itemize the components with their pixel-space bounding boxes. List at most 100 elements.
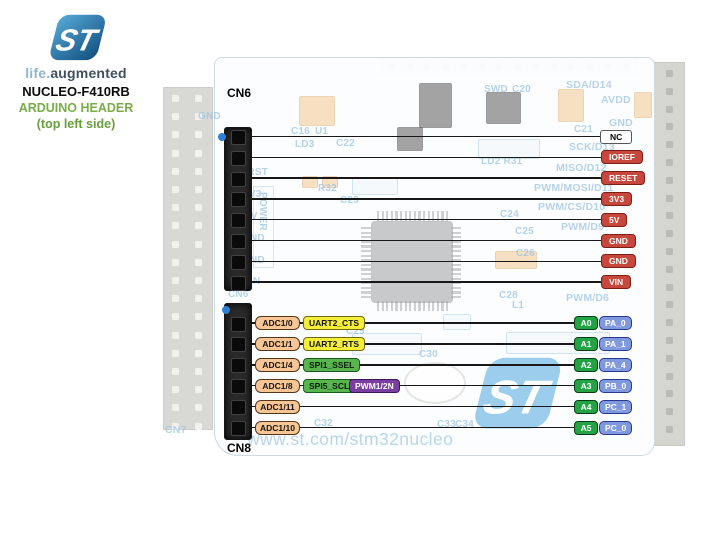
header-hole — [172, 404, 179, 412]
header-hole — [666, 212, 673, 220]
pin-label-a4: A4 — [574, 399, 598, 414]
header-hole — [172, 167, 179, 175]
pin-label-pwm1-2n: PWM1/2N — [349, 378, 400, 393]
header-hole — [666, 87, 673, 95]
mcu-pin — [395, 301, 398, 311]
mcu-pin — [361, 227, 371, 230]
mcu-pin — [451, 259, 461, 262]
header-hole — [172, 422, 179, 430]
mcu-pin — [436, 211, 439, 221]
silkscreen-text: MISO/D12 — [556, 162, 607, 174]
mcu-pin — [377, 301, 380, 311]
connector-pin — [230, 379, 246, 395]
mcu-pin — [361, 245, 371, 248]
cn6-label: CN6 — [227, 86, 252, 100]
pin-label-5v: 5V — [601, 212, 628, 227]
silkscreen-text: GND — [242, 233, 265, 244]
header-hole — [172, 186, 179, 193]
pin-wire — [238, 343, 576, 345]
pin-wire — [238, 384, 576, 387]
pin-label-vin: VIN — [601, 275, 632, 290]
pin-label-adc1-11: ADC1/11 — [255, 399, 300, 414]
component-ghost — [397, 127, 423, 151]
mcu-pin — [446, 301, 449, 311]
connector-pin — [230, 213, 246, 229]
mcu-pin — [361, 250, 371, 253]
capacitor-ghost — [558, 89, 584, 122]
mcu-pin — [451, 286, 461, 289]
pin-label-a0: A0 — [574, 316, 598, 330]
pin1-marker-dot-cn6 — [218, 133, 226, 141]
connector-pin — [230, 275, 246, 291]
silkscreen-text: LD3 — [295, 139, 315, 150]
mcu-pin — [451, 291, 461, 294]
header-hole — [195, 240, 202, 248]
header-hole — [172, 331, 179, 339]
header-hole — [172, 313, 179, 321]
mcu-pin — [361, 291, 371, 294]
mcu-pin — [361, 277, 371, 280]
header-hole — [195, 313, 202, 321]
pin-wire — [238, 364, 576, 366]
mcu-pin — [361, 268, 371, 271]
mcu-pin — [361, 296, 371, 299]
silkscreen-text: L1 — [512, 300, 525, 311]
mcu-pin — [451, 282, 461, 285]
mcu-pin — [423, 211, 426, 221]
header-hole — [195, 349, 202, 357]
header-hole — [172, 386, 179, 394]
button-ghost — [404, 362, 466, 404]
silkscreen-text: R32 — [318, 183, 337, 194]
pin-wire — [238, 135, 601, 138]
mcu-pin — [400, 211, 403, 221]
mcu-pin — [404, 211, 407, 221]
header-hole — [195, 386, 202, 394]
mcu-pin — [451, 254, 461, 257]
mcu-pin — [409, 211, 412, 221]
mcu-pin — [361, 259, 371, 262]
silkscreen-text: PWM/D6 — [566, 292, 610, 304]
mcu-pin — [441, 301, 444, 311]
header-hole — [172, 113, 179, 121]
mcu-pin — [418, 211, 421, 221]
diagram-title: ARDUINO HEADER — [18, 101, 134, 115]
header-hole — [195, 204, 202, 212]
pin-label-adc1-8: ADC1/8 — [255, 378, 300, 393]
pin1-marker-dot-cn8 — [222, 306, 230, 314]
header-hole — [172, 258, 179, 266]
silkscreen-text: U1 — [315, 126, 329, 137]
mcu-pin — [361, 254, 371, 257]
silkscreen-text: C34 — [455, 419, 474, 430]
header-hole — [195, 277, 202, 284]
header-hole — [666, 159, 673, 166]
shield-header-strip-right — [654, 62, 685, 446]
connector-cn6 — [224, 127, 252, 291]
mcu-pin — [361, 273, 371, 276]
mcu-pin — [451, 236, 461, 239]
silkscreen-text: SCK/D13 — [569, 141, 615, 153]
silkscreen-text: SDA/D14 — [566, 79, 612, 91]
st-watermark-icon: ST — [475, 357, 561, 429]
mcu-pin — [409, 301, 412, 311]
header-hole — [195, 331, 202, 339]
header-hole — [172, 277, 179, 284]
header-hole — [666, 319, 673, 327]
header-hole — [195, 186, 202, 193]
pin-label-ioref: IOREF — [601, 150, 643, 165]
header-hole — [666, 123, 673, 131]
component-ghost — [419, 83, 452, 128]
header-hole — [172, 368, 179, 375]
pin-label-adc1-10: ADC1/10 — [255, 420, 300, 435]
header-hole — [195, 422, 202, 430]
connector-pin — [230, 192, 246, 208]
mcu-pin — [446, 211, 449, 221]
connector-pin — [230, 130, 246, 145]
shield-header-strip-left — [163, 87, 213, 430]
connector-pin — [230, 400, 246, 416]
header-hole — [195, 258, 202, 266]
mcu-pin — [432, 301, 435, 311]
logo-tagline: life.augmented — [25, 65, 127, 81]
st-logo-icon: ST — [50, 14, 105, 61]
mcu-pin — [451, 277, 461, 280]
